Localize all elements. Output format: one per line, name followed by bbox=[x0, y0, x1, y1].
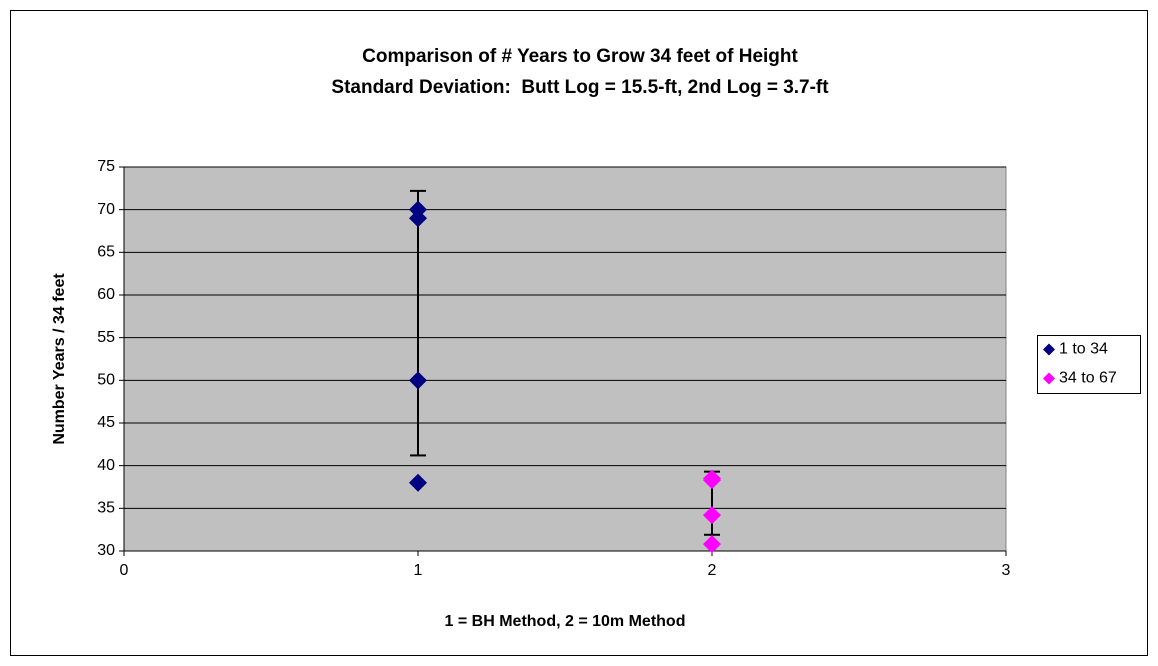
y-tick-label: 45 bbox=[97, 414, 115, 431]
x-tick-label: 3 bbox=[1002, 562, 1011, 579]
chart-title: Comparison of # Years to Grow 34 feet of… bbox=[362, 46, 798, 67]
y-axis-label: Number Years / 34 feet bbox=[51, 273, 68, 445]
x-tick-label: 2 bbox=[708, 562, 717, 579]
marker bbox=[703, 471, 721, 490]
y-tick-label: 30 bbox=[97, 542, 115, 559]
marker bbox=[409, 371, 427, 390]
legend-marker bbox=[1043, 343, 1055, 356]
y-tick-label: 65 bbox=[97, 244, 115, 261]
plot-area bbox=[123, 166, 1007, 552]
y-tick-label: 50 bbox=[97, 372, 115, 389]
y-tick-label: 70 bbox=[97, 201, 115, 218]
y-tick-label: 75 bbox=[97, 158, 115, 175]
x-tick-label: 0 bbox=[120, 562, 129, 579]
marker bbox=[409, 209, 427, 228]
y-tick-label: 60 bbox=[97, 286, 115, 303]
y-tick-label: 35 bbox=[97, 500, 115, 517]
x-axis-label: 1 = BH Method, 2 = 10m Method bbox=[445, 613, 686, 630]
legend-label: 1 to 34 bbox=[1059, 341, 1108, 358]
legend-label: 34 to 67 bbox=[1059, 370, 1117, 387]
marker bbox=[703, 535, 721, 554]
legend-box bbox=[1037, 335, 1141, 394]
marker bbox=[703, 506, 721, 525]
y-tick-label: 40 bbox=[97, 457, 115, 474]
legend-marker bbox=[1043, 372, 1055, 385]
x-tick-label: 1 bbox=[414, 562, 423, 579]
marker bbox=[409, 473, 427, 492]
chart-subtitle: Standard Deviation: Butt Log = 15.5-ft, … bbox=[331, 77, 829, 98]
y-tick-label: 55 bbox=[97, 329, 115, 346]
